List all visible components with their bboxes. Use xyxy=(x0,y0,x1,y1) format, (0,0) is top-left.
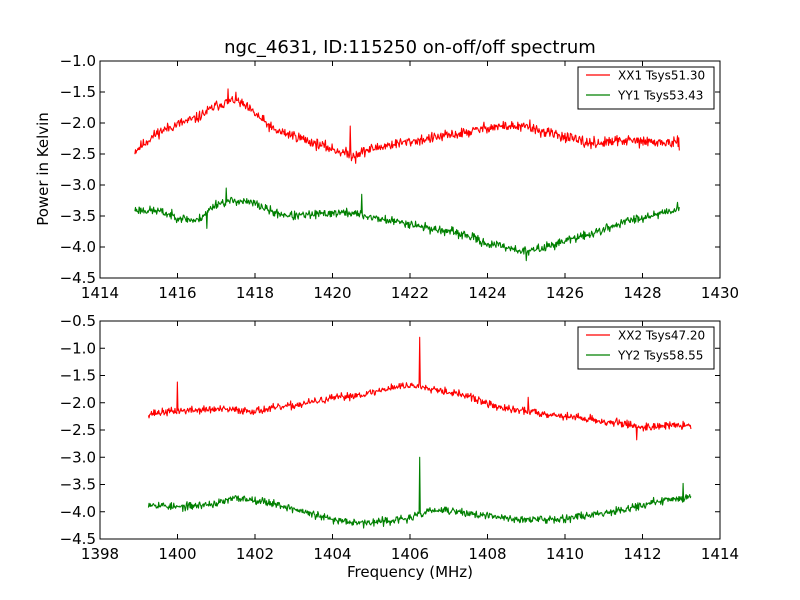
series-line-2-1 xyxy=(147,336,692,441)
y-tick-label: −3.5 xyxy=(60,207,96,225)
y-tick-label: −1.0 xyxy=(60,52,96,70)
y-tick-label: −2.5 xyxy=(60,421,96,439)
x-tick-label: 1424 xyxy=(468,284,506,302)
x-tick-label: 1416 xyxy=(158,284,196,302)
x-tick-label: 1420 xyxy=(313,284,351,302)
x-tick-label: 1414 xyxy=(701,545,739,563)
x-tick-label: 1418 xyxy=(236,284,274,302)
y-axis-label: Power in Kelvin xyxy=(34,112,52,226)
x-tick-label: 1428 xyxy=(623,284,661,302)
y-tick-label: −3.5 xyxy=(60,476,96,494)
legend-label: XX1 Tsys51.30 xyxy=(618,69,705,83)
legend: XX2 Tsys47.20 YY2 Tsys58.55 xyxy=(577,326,715,370)
y-tick-label: −2.0 xyxy=(60,394,96,412)
x-tick-label: 1414 xyxy=(81,284,119,302)
y-tick-label: −0.5 xyxy=(60,312,96,330)
x-tick-label: 1422 xyxy=(391,284,429,302)
legend-label: YY1 Tsys53.43 xyxy=(617,89,703,103)
y-tick-label: −2.0 xyxy=(60,114,96,132)
y-tick-label: −3.0 xyxy=(60,176,96,194)
chart-title: ngc_4631, ID:115250 on-off/off spectrum xyxy=(224,37,596,58)
y-tick-label: −1.5 xyxy=(60,83,96,101)
bottom-panel: 1398 1400 1402 1404 1406 1408 1410 1412 1414 −0.5… xyxy=(60,312,740,563)
legend: XX1 Tsys51.30 YY1 Tsys53.43 xyxy=(577,66,715,110)
x-tick-label: 1410 xyxy=(546,545,584,563)
x-tick-label: 1398 xyxy=(81,545,119,563)
legend-box xyxy=(577,326,715,370)
x-tick-label: 1408 xyxy=(468,545,506,563)
legend-box xyxy=(577,66,715,110)
y-tick-label: −1.5 xyxy=(60,367,96,385)
y-tick-label: −3.0 xyxy=(60,448,96,466)
x-tick-label: 1406 xyxy=(391,545,429,563)
legend-label: XX2 Tsys47.20 xyxy=(618,329,705,343)
y-tick-label: −4.0 xyxy=(60,503,96,521)
x-tick-label: 1412 xyxy=(623,545,661,563)
x-tick-label: 1426 xyxy=(546,284,584,302)
series-line-2-2 xyxy=(147,456,692,529)
x-tick-label: 1430 xyxy=(701,284,739,302)
series-line-1-1 xyxy=(134,88,680,164)
series-line-1-2 xyxy=(134,187,680,262)
top-panel: 1414 1416 1418 1420 1422 1424 1426 1428 1430 −1.0… xyxy=(60,52,740,302)
x-axis-label: Frequency (MHz) xyxy=(347,563,473,581)
x-tick-label: 1402 xyxy=(236,545,274,563)
y-tick-label: −4.5 xyxy=(60,269,96,287)
y-tick-label: −4.5 xyxy=(60,530,96,548)
x-tick-label: 1404 xyxy=(313,545,351,563)
y-tick-label: −1.0 xyxy=(60,339,96,357)
legend-label: YY2 Tsys58.55 xyxy=(617,349,703,363)
x-tick-label: 1400 xyxy=(158,545,196,563)
y-tick-label: −4.0 xyxy=(60,238,96,256)
y-tick-label: −2.5 xyxy=(60,145,96,163)
